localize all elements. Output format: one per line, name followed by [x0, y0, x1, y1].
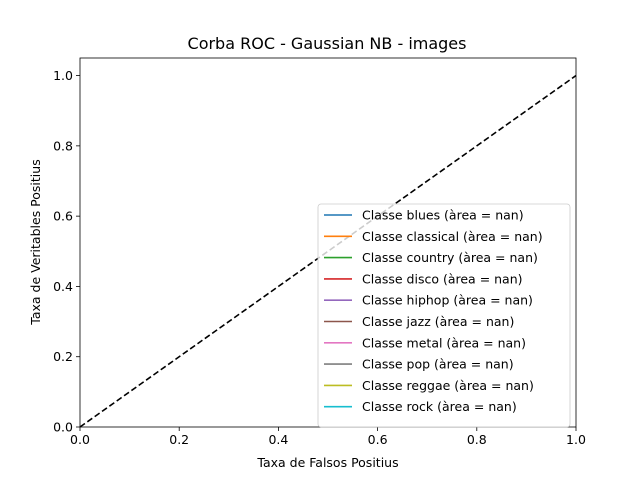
x-axis-label: Taxa de Falsos Positius: [256, 455, 398, 470]
chart-title: Corba ROC - Gaussian NB - images: [188, 34, 467, 53]
x-tick-label-5: 1.0: [566, 432, 586, 447]
legend-label-6: Classe metal (àrea = nan): [362, 335, 526, 350]
legend-label-0: Classe blues (àrea = nan): [362, 208, 524, 223]
legend-label-7: Classe pop (àrea = nan): [362, 357, 514, 372]
x-tick-label-0: 0.0: [70, 432, 90, 447]
y-tick-label-5: 1.0: [53, 68, 73, 83]
y-tick-label-4: 0.8: [53, 138, 73, 153]
legend-label-3: Classe disco (àrea = nan): [362, 271, 523, 286]
y-axis-label: Taxa de Veritables Positius: [28, 159, 43, 325]
y-tick-label-2: 0.4: [53, 279, 73, 294]
legend-label-4: Classe hiphop (àrea = nan): [362, 293, 533, 308]
legend-label-5: Classe jazz (àrea = nan): [362, 314, 514, 329]
y-tick-label-1: 0.2: [53, 349, 73, 364]
y-tick-label-3: 0.6: [53, 209, 73, 224]
legend-label-1: Classe classical (àrea = nan): [362, 229, 543, 244]
x-tick-label-2: 0.4: [268, 432, 288, 447]
legend: Classe blues (àrea = nan) Classe classica…: [317, 203, 571, 428]
legend-label-2: Classe country (àrea = nan): [362, 250, 538, 265]
x-tick-label-3: 0.6: [368, 432, 388, 447]
y-tick-label-0: 0.0: [53, 420, 73, 435]
x-tick-label-4: 0.8: [467, 432, 487, 447]
plot-area: 0.0 0.2 0.4 0.6 0.8 1.0 0.0 0.2 0.4 0.6 0.8 1.0 Clas…: [53, 57, 586, 447]
reference-diagonal-line: [79, 74, 577, 428]
x-tick-label-1: 0.2: [169, 432, 189, 447]
legend-box: [317, 203, 571, 428]
legend-label-9: Classe rock (àrea = nan): [362, 399, 517, 414]
legend-label-8: Classe reggae (àrea = nan): [362, 378, 534, 393]
